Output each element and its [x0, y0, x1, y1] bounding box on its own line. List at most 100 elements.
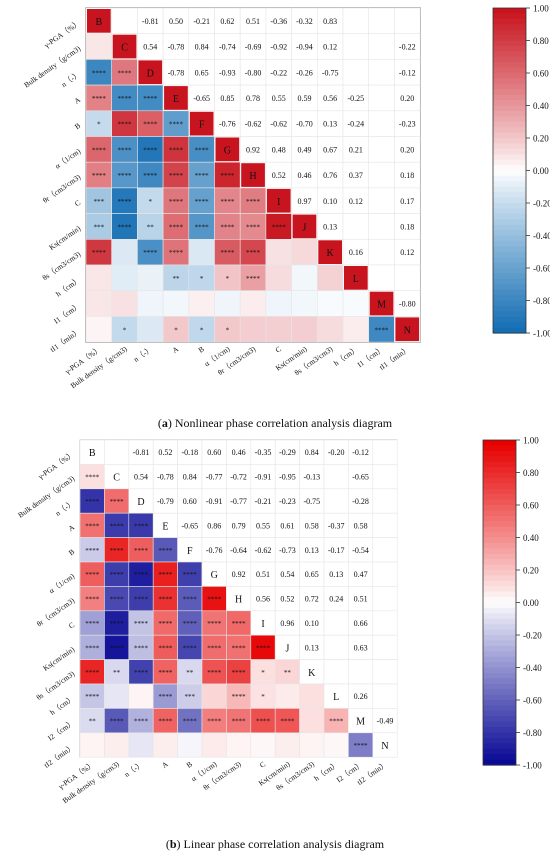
correlation-value: 0.20 — [400, 94, 414, 103]
colorbar-segment — [493, 311, 526, 318]
colorbar-tick-label: -1.00 — [533, 329, 550, 339]
significance-stars: **** — [118, 95, 133, 103]
diagonal-cell — [129, 489, 153, 513]
colorbar-segment — [493, 262, 526, 269]
heatmap-cell — [152, 634, 178, 660]
significance-stars: *** — [94, 223, 105, 231]
correlation-value: 0.21 — [349, 145, 363, 154]
colorbar-segment — [493, 159, 526, 166]
significance-stars: ** — [89, 718, 97, 726]
correlation-value: -0.36 — [270, 17, 287, 26]
colorbar-segment — [493, 300, 526, 307]
correlation-value: 0.54 — [143, 43, 157, 52]
colorbar-segment — [493, 62, 526, 69]
heatmap-cell — [152, 561, 178, 587]
significance-stars: **** — [110, 547, 125, 555]
significance-stars: **** — [118, 172, 133, 180]
row-label: A — [67, 522, 77, 533]
colorbar-segment — [493, 295, 526, 302]
colorbar-segment — [493, 273, 526, 280]
colorbar-tick-label: -0.60 — [523, 696, 542, 706]
colorbar-segment — [493, 316, 526, 323]
heatmap-cell — [104, 512, 130, 538]
colorbar-tick-label: 1.00 — [533, 4, 549, 14]
correlation-value: 0.92 — [232, 570, 246, 579]
diagonal-label: L — [353, 274, 359, 285]
heatmap-cell — [274, 732, 300, 758]
correlation-value: 0.60 — [207, 448, 221, 457]
row-label: Ks(cm/min) — [41, 644, 76, 672]
significance-stars: **** — [134, 669, 149, 677]
colorbar-segment — [493, 327, 526, 334]
heatmap-cell — [372, 634, 398, 660]
diagonal-cell — [349, 709, 372, 732]
correlation-value: -0.81 — [142, 17, 159, 26]
correlation-value: -0.62 — [255, 546, 272, 555]
correlation-value: 0.84 — [195, 43, 209, 52]
correlation-value: 0.85 — [220, 94, 234, 103]
heatmap-cell — [79, 659, 105, 685]
significance-stars: **** — [92, 146, 107, 154]
heatmap-cell — [394, 59, 421, 86]
significance-stars: **** — [256, 644, 271, 652]
heatmap-cell — [111, 264, 138, 292]
heatmap-cell — [274, 610, 300, 636]
correlation-value: 0.46 — [232, 448, 246, 457]
diagonal-label: N — [381, 741, 388, 752]
correlation-value: -0.23 — [399, 120, 416, 129]
correlation-value: 0.72 — [305, 595, 319, 604]
diagonal-label: I — [261, 619, 264, 630]
heatmap-cell — [342, 33, 370, 60]
diagonal-label: C — [113, 473, 120, 484]
diagonal-cell — [318, 240, 342, 264]
colorbar-tick-label: 0.00 — [523, 598, 539, 608]
significance-stars: **** — [183, 644, 198, 652]
heatmap-cell — [226, 610, 252, 636]
colorbar-segment — [483, 618, 516, 625]
heatmap-cell — [372, 586, 398, 612]
correlation-value: 0.12 — [349, 197, 363, 206]
heatmap-cell — [104, 683, 130, 709]
heatmap-cell — [372, 561, 398, 587]
correlation-value: 0.12 — [400, 248, 414, 257]
heatmap-cell — [201, 439, 227, 465]
heatmap-cell — [239, 136, 267, 163]
heatmap-cell — [372, 512, 398, 538]
heatmap-cell — [299, 683, 325, 709]
heatmap-cell — [85, 33, 113, 60]
correlation-value: 0.54 — [134, 473, 148, 482]
correlation-value: 0.59 — [297, 94, 311, 103]
heatmap-cell — [348, 683, 374, 709]
significance-stars: **** — [110, 620, 125, 628]
correlation-value: 0.46 — [297, 171, 311, 180]
heatmap-cell — [348, 439, 374, 465]
diagonal-cell — [300, 660, 323, 683]
correlation-value: 0.24 — [329, 595, 343, 604]
heatmap-cell — [111, 59, 138, 86]
diagonal-label: K — [327, 248, 335, 259]
colorbar-segment — [483, 662, 516, 669]
row-label: A — [73, 95, 83, 106]
heatmap-cell — [394, 161, 421, 189]
significance-stars: **** — [134, 571, 149, 579]
colorbar-segment — [493, 148, 526, 155]
colorbar-segment — [483, 721, 516, 728]
significance-stars: **** — [207, 669, 222, 677]
significance-stars: **** — [195, 223, 210, 231]
diagonal-label: N — [404, 325, 411, 336]
significance-stars: **** — [158, 547, 173, 555]
correlation-value: 0.16 — [349, 248, 363, 257]
heatmap-cell — [177, 439, 203, 465]
diagonal-label: J — [302, 222, 306, 233]
heatmap-cell — [214, 84, 241, 112]
significance-stars: **** — [158, 718, 173, 726]
diagonal-cell — [344, 266, 368, 290]
heatmap-cell — [137, 213, 164, 240]
row-label: α（1/cm) — [53, 146, 82, 170]
heatmap-cell — [342, 84, 370, 112]
heatmap-cell — [291, 239, 318, 266]
row-label: C — [73, 198, 82, 208]
column-label: B — [185, 759, 194, 769]
correlation-value: 0.48 — [272, 145, 286, 154]
correlation-value: 0.13 — [323, 222, 337, 231]
